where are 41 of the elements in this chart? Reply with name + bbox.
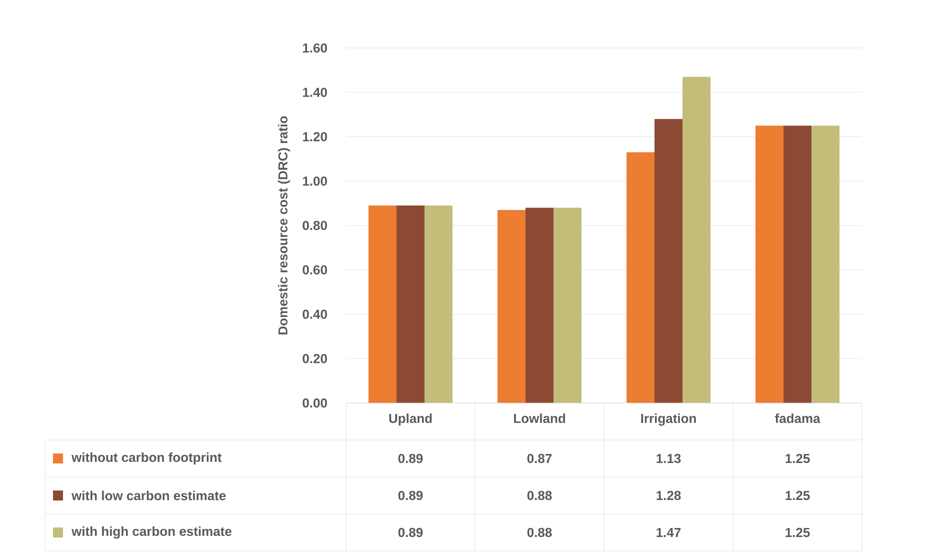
y-tick-label: 0.00 — [302, 398, 327, 408]
bar — [554, 208, 582, 403]
y-axis-title: Domestic resource cost (DRC) ratio — [278, 116, 290, 334]
bar — [812, 126, 840, 403]
y-tick-label: 1.60 — [302, 43, 327, 53]
x-tick-label: Lowland — [514, 414, 566, 424]
data-label: 0.89 — [398, 454, 423, 464]
bar — [654, 118, 683, 403]
bar — [784, 126, 812, 403]
bar — [626, 152, 655, 403]
bar — [424, 206, 453, 403]
y-tick-label: 1.20 — [302, 132, 327, 142]
y-tick-label: 0.40 — [302, 310, 327, 319]
x-tick-label: Upland — [389, 414, 432, 426]
x-tick-label: fadama — [774, 414, 820, 424]
data-label: 1.47 — [656, 528, 681, 537]
y-tick-label: 1.40 — [302, 88, 327, 97]
data-label: 1.25 — [786, 528, 810, 538]
bar — [498, 210, 526, 403]
data-label: 0.89 — [398, 528, 423, 538]
data-label: 1.25 — [786, 454, 810, 464]
bar — [756, 126, 784, 403]
x-tick-label: Irrigation — [641, 414, 696, 426]
data-label: 0.88 — [527, 490, 552, 500]
bar — [526, 208, 554, 403]
legend-label: with high carbon estimate — [72, 526, 232, 539]
legend-label: with low carbon estimate — [72, 490, 226, 500]
bar — [396, 206, 425, 403]
data-label: 0.87 — [527, 454, 552, 464]
y-tick-label: 0.80 — [302, 220, 327, 230]
legend-label: without carbon footprint — [72, 452, 222, 465]
data-label: 0.88 — [527, 528, 552, 538]
y-tick-label: 1.00 — [302, 176, 327, 186]
bar — [368, 206, 397, 403]
y-tick-label: 0.60 — [302, 265, 327, 274]
data-label: 0.89 — [398, 490, 423, 500]
data-label: 1.25 — [786, 490, 810, 500]
bar — [682, 76, 711, 403]
data-label: 1.28 — [656, 490, 681, 500]
y-tick-label: 0.20 — [302, 354, 327, 364]
data-label: 1.13 — [656, 454, 681, 464]
